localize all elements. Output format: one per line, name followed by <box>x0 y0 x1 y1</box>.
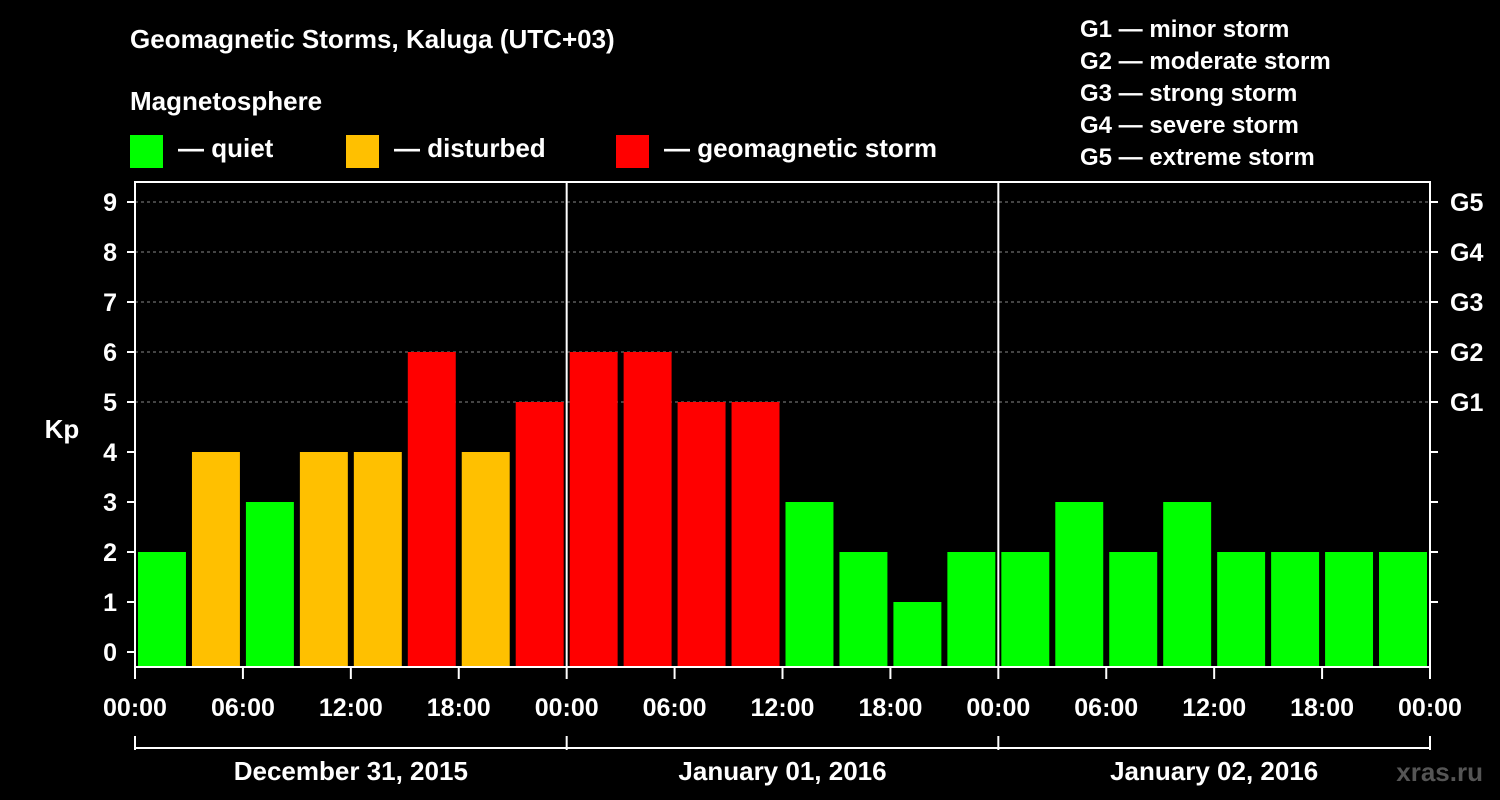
kp-bar <box>839 552 888 667</box>
kp-bar <box>407 352 456 667</box>
kp-bar <box>1325 552 1374 667</box>
x-tick-label: 18:00 <box>1290 694 1354 722</box>
legend-heading: Magnetosphere <box>130 86 323 116</box>
kp-bar <box>731 402 780 667</box>
y-tick-label: 9 <box>103 189 117 217</box>
y-tick-label: 6 <box>103 339 117 367</box>
g-scale-g5: G5 — extreme storm <box>1080 144 1315 171</box>
kp-bar <box>299 452 348 667</box>
y-tick-label: 5 <box>103 389 117 417</box>
kp-bar <box>515 402 564 667</box>
legend-label-disturbed: — disturbed <box>394 133 546 163</box>
kp-bar <box>353 452 402 667</box>
legend-label-quiet: — quiet <box>178 133 274 163</box>
kp-bar <box>1163 502 1212 667</box>
kp-bar <box>893 602 942 667</box>
kp-bar <box>1271 552 1320 667</box>
legend-swatch-disturbed <box>346 135 379 168</box>
g-level-label: G5 <box>1450 189 1483 217</box>
x-tick-label: 18:00 <box>858 694 922 722</box>
y-tick-label: 4 <box>103 439 117 467</box>
day-label: January 02, 2016 <box>1110 756 1318 786</box>
day-label: January 01, 2016 <box>678 756 886 786</box>
x-tick-label: 12:00 <box>1182 694 1246 722</box>
legend-disturbed: — disturbed <box>346 133 586 168</box>
y-tick-label: 7 <box>103 289 117 317</box>
watermark: xras.ru <box>1396 757 1483 787</box>
kp-bar <box>785 502 834 667</box>
kp-bar <box>569 352 618 667</box>
x-tick-label: 06:00 <box>1074 694 1138 722</box>
y-tick-label: 3 <box>103 489 117 517</box>
g-level-label: G1 <box>1450 389 1483 417</box>
x-tick-label: 12:00 <box>751 694 815 722</box>
x-tick-label: 00:00 <box>535 694 599 722</box>
g-scale-g3: G3 — strong storm <box>1080 80 1298 107</box>
kp-bar <box>1109 552 1158 667</box>
g-scale-g2: G2 — moderate storm <box>1080 48 1331 75</box>
y-tick-label: 2 <box>103 539 117 567</box>
kp-bar <box>245 502 294 667</box>
legend-storm: — geomagnetic storm <box>616 133 956 168</box>
legend-swatch-storm <box>616 135 649 168</box>
g-level-label: G2 <box>1450 339 1483 367</box>
kp-bar <box>1379 552 1427 667</box>
kp-bar <box>191 452 240 667</box>
g-scale-legend: G1 — minor storm G2 — moderate storm G3 … <box>1080 14 1331 174</box>
kp-bar <box>138 552 186 667</box>
x-tick-label: 00:00 <box>966 694 1030 722</box>
x-tick-label: 00:00 <box>1398 694 1462 722</box>
x-tick-label: 06:00 <box>643 694 707 722</box>
y-tick-label: 0 <box>103 639 117 667</box>
kp-bar <box>1217 552 1266 667</box>
legend-label-storm: — geomagnetic storm <box>664 133 938 163</box>
y-tick-label: 8 <box>103 239 117 267</box>
g-scale-g4: G4 — severe storm <box>1080 112 1299 139</box>
g-level-label: G4 <box>1450 239 1483 267</box>
kp-bar <box>623 352 672 667</box>
kp-bar <box>1001 552 1050 667</box>
kp-bar <box>677 402 726 667</box>
g-scale-g1: G1 — minor storm <box>1080 16 1290 43</box>
chart-title: Geomagnetic Storms, Kaluga (UTC+03) <box>130 24 615 54</box>
y-tick-label: 1 <box>103 589 117 617</box>
y-axis-label: Kp <box>45 414 80 444</box>
x-tick-label: 12:00 <box>319 694 383 722</box>
legend-swatch-quiet <box>130 135 163 168</box>
legend-quiet: — quiet <box>130 133 330 168</box>
kp-bar <box>461 452 510 667</box>
kp-bar <box>1055 502 1104 667</box>
x-tick-label: 06:00 <box>211 694 275 722</box>
g-level-label: G3 <box>1450 289 1483 317</box>
day-label: December 31, 2015 <box>234 756 468 786</box>
x-tick-label: 00:00 <box>103 694 167 722</box>
x-tick-label: 18:00 <box>427 694 491 722</box>
kp-bar <box>947 552 996 667</box>
